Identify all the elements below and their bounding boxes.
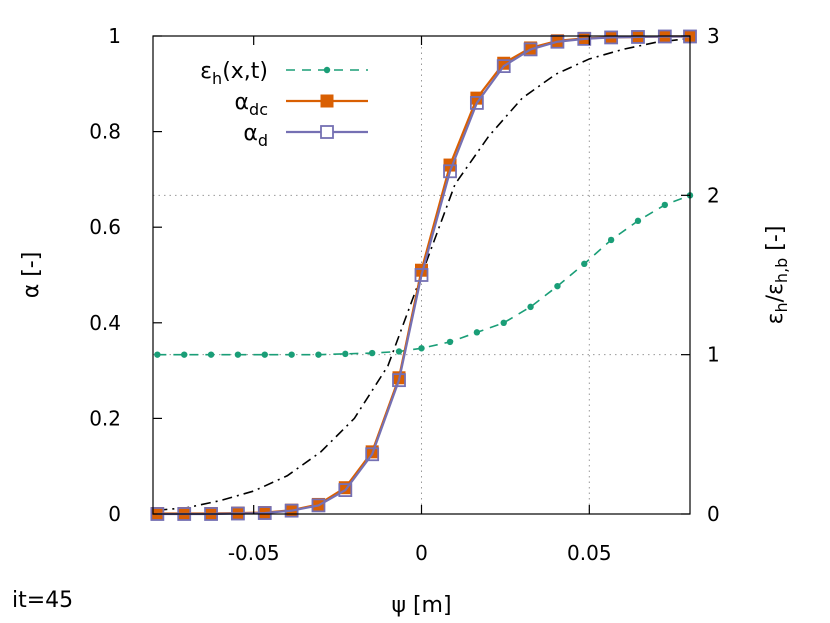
data-point (554, 282, 561, 290)
series-0 (154, 192, 694, 358)
data-point (443, 164, 457, 179)
data-point (261, 351, 268, 358)
data-point (288, 351, 295, 358)
data-point (342, 350, 349, 358)
legend-label: εh(x,t) (200, 59, 268, 88)
y-tick-label: 0 (108, 502, 121, 526)
data-point (446, 338, 454, 346)
data-point (315, 351, 322, 358)
data-point (418, 345, 425, 352)
data-point (181, 351, 188, 358)
x-tick-label: 0.05 (567, 541, 612, 565)
legend-marker (323, 66, 331, 74)
legend-label: αdc (235, 90, 268, 119)
legend-marker (320, 125, 334, 139)
iteration-annotation: it=45 (12, 588, 74, 613)
legend-marker (320, 94, 334, 108)
data-point (414, 268, 429, 282)
data-point (527, 303, 534, 311)
data-point (154, 351, 161, 358)
axis-labels: ψ [m] α [-] εh/εh,b [-] (19, 226, 791, 618)
data-point (631, 30, 645, 44)
data-point (604, 30, 619, 45)
y-tick-label: 0.8 (89, 120, 121, 144)
data-point (365, 447, 380, 462)
y2-tick-label: 3 (707, 24, 720, 48)
series-1 (150, 29, 697, 521)
legend-label: αd (243, 121, 268, 150)
y-tick-label: 0.6 (89, 215, 121, 239)
series-layer (150, 29, 697, 521)
data-point (607, 236, 615, 244)
data-point (496, 59, 511, 74)
axis-ticks: -0.05 0 0.05 0 0.2 0.4 0.6 0.8 1 0 1 2 3 (89, 24, 720, 565)
series-line (157, 35, 690, 516)
data-point (368, 349, 376, 357)
data-point (338, 483, 353, 498)
data-point (634, 217, 642, 225)
data-point (473, 329, 481, 336)
data-point (257, 506, 272, 520)
data-point (284, 503, 299, 518)
y2-axis-label: εh/εh,b [-] (763, 226, 791, 325)
x-tick-label: -0.05 (228, 541, 280, 565)
data-point (581, 260, 588, 268)
data-point (523, 42, 538, 57)
y2-tick-label: 0 (707, 502, 720, 526)
x-axis-label: ψ [m] (391, 593, 451, 618)
x-tick-label: 0 (415, 541, 428, 565)
data-point (661, 201, 669, 209)
series-2 (150, 29, 697, 521)
data-point (311, 498, 326, 513)
data-point (207, 351, 215, 358)
y-tick-label: 0.2 (89, 406, 121, 430)
y-tick-label: 0.4 (89, 311, 121, 335)
data-point (500, 319, 507, 326)
data-point (395, 348, 403, 355)
data-point (392, 373, 406, 388)
y-tick-label: 1 (108, 24, 121, 48)
data-point (470, 91, 484, 105)
data-point (234, 351, 242, 358)
y2-tick-label: 2 (707, 183, 720, 207)
y-axis-label: α [-] (19, 252, 44, 299)
data-point (577, 31, 592, 46)
y2-tick-label: 1 (707, 343, 720, 367)
data-point (469, 96, 484, 110)
